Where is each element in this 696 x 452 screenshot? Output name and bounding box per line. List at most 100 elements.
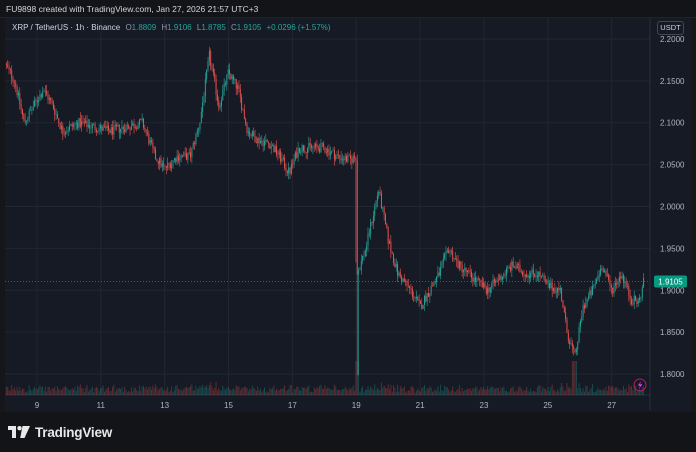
volume-bar [506,390,507,395]
candle-body [616,283,618,285]
candle-body [433,283,435,286]
volume-bar [315,389,317,395]
candle-body [144,127,146,130]
candle-body [36,100,38,102]
volume-bar [627,392,628,395]
candle-body [187,153,189,160]
volume-bar [39,385,41,395]
volume-bar [631,386,632,395]
volume-bar [550,386,552,395]
volume-bar [188,387,190,395]
candle-body [113,125,115,135]
volume-bar [379,389,381,395]
candle-body [152,142,154,148]
volume-bar [312,391,314,395]
x-tick-label: 25 [543,401,552,410]
volume-bar [254,389,256,395]
candle-body [75,122,77,124]
candle-body [190,152,192,158]
candle-body [114,124,116,126]
volume-bar [475,386,477,395]
candle-body [479,279,481,280]
x-tick-label: 9 [35,401,40,410]
volume-bar [313,387,315,395]
candle-body [440,267,442,276]
volume-bar [395,391,397,395]
lightning-icon[interactable] [633,378,647,392]
candle-body [532,269,534,274]
candle-body [220,100,222,106]
candle-body [358,270,360,275]
candle-body [281,158,283,162]
candle-body [445,251,447,255]
candle-body [55,114,57,115]
candle-body [164,165,166,167]
volume-bar [298,390,300,395]
volume-bar [454,392,456,395]
volume-bar [593,392,595,395]
candle-body [70,123,72,126]
volume-bar [46,391,48,395]
candle-body [293,159,295,165]
volume-bar [278,390,280,395]
volume-bar [83,392,85,395]
volume-bar [598,389,600,395]
candle-body [449,250,451,253]
tradingview-brand[interactable]: TradingView [8,424,112,440]
candle-body [9,69,11,71]
candle-body [569,341,571,345]
volume-bar [147,389,148,395]
volume-bar [128,390,130,395]
volume-bar [286,390,288,395]
volume-bar [491,386,493,395]
volume-bar [604,390,606,395]
candle-body [124,128,126,133]
candle-body [43,91,45,93]
candle-body [417,296,419,300]
candle-body [176,155,178,163]
volume-bar [464,389,466,395]
candle-body [54,108,56,115]
volume-bar [90,388,92,395]
candle-body [352,156,354,163]
candle-body [563,307,565,313]
volume-bar [433,390,435,395]
volume-bar [110,390,112,395]
candle-body [83,122,85,124]
candle-body [380,193,382,209]
volume-bar [399,386,401,395]
candle-body [639,297,641,301]
volume-bar [202,384,204,395]
volume-bar [489,387,491,395]
volume-bar [546,391,548,395]
candle-body [259,140,261,144]
volume-bar [610,386,612,395]
volume-bar [181,390,183,395]
candle-body [622,275,624,283]
candle-body [590,290,592,296]
volume-bar [91,386,93,395]
candle-body [8,66,10,70]
candle-body [536,275,538,277]
volume-bar [493,389,495,395]
chart-area[interactable] [5,18,691,412]
volume-bar [617,388,619,395]
volume-bar [524,390,526,395]
quote-currency-button[interactable]: USDT [657,21,684,35]
volume-bar [382,387,384,395]
candle-body [241,96,243,110]
candle-body [90,127,92,129]
volume-bar [243,386,245,395]
candle-body [429,293,431,297]
candle-body [523,275,525,277]
volume-bar [74,387,76,395]
candle-body [508,267,510,268]
volume-bar [311,391,313,395]
volume-bar [172,391,174,395]
candle-body [437,272,439,277]
candle-body [163,163,165,166]
volume-bar [15,390,17,395]
volume-bar [165,389,167,395]
candle-body [579,320,581,327]
